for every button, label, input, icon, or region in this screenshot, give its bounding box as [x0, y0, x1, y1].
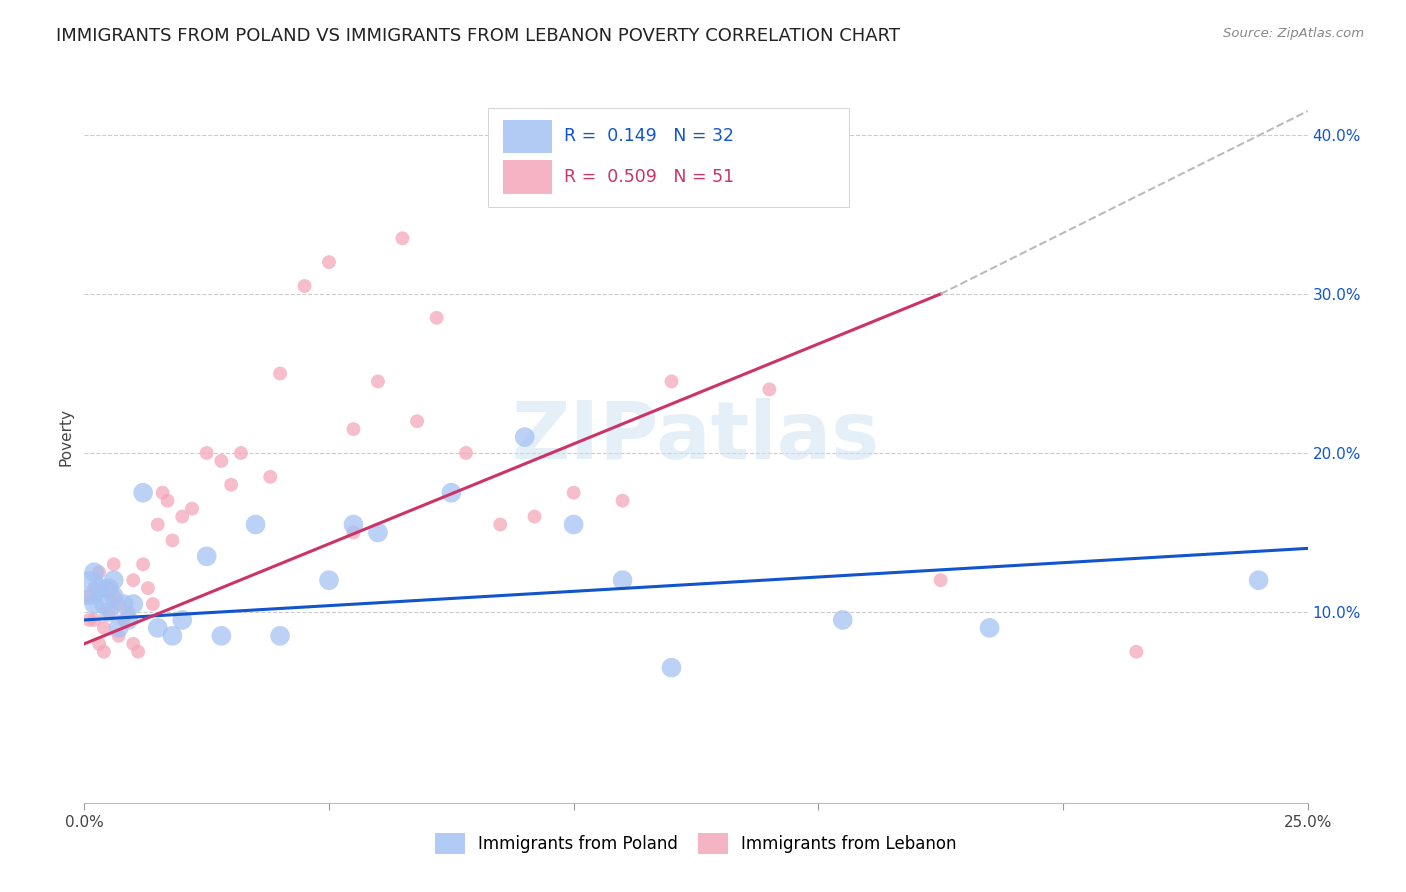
- Point: [406, 414, 429, 428]
- Point: [440, 485, 463, 500]
- Point: [172, 613, 194, 627]
- Legend: Immigrants from Poland, Immigrants from Lebanon: Immigrants from Poland, Immigrants from …: [429, 827, 963, 860]
- Point: [97, 581, 120, 595]
- Point: [562, 485, 585, 500]
- Point: [294, 279, 316, 293]
- Point: [661, 660, 683, 674]
- Point: [162, 533, 184, 548]
- Point: [93, 597, 115, 611]
- Point: [562, 517, 585, 532]
- Point: [1247, 573, 1270, 587]
- Point: [117, 605, 139, 619]
- Point: [132, 485, 155, 500]
- Point: [93, 621, 115, 635]
- Point: [97, 581, 120, 595]
- Text: IMMIGRANTS FROM POLAND VS IMMIGRANTS FROM LEBANON POVERTY CORRELATION CHART: IMMIGRANTS FROM POLAND VS IMMIGRANTS FRO…: [56, 27, 900, 45]
- Point: [103, 573, 125, 587]
- Point: [142, 597, 165, 611]
- Point: [97, 605, 120, 619]
- Point: [122, 573, 145, 587]
- Point: [132, 558, 155, 572]
- Text: ZIPatlas: ZIPatlas: [512, 398, 880, 476]
- Point: [87, 637, 110, 651]
- Point: [318, 255, 340, 269]
- Point: [318, 573, 340, 587]
- Point: [103, 558, 125, 572]
- Point: [146, 621, 169, 635]
- Point: [181, 501, 204, 516]
- Point: [97, 605, 120, 619]
- Point: [162, 629, 184, 643]
- Point: [83, 597, 105, 611]
- Point: [269, 367, 291, 381]
- Point: [195, 549, 218, 564]
- Point: [77, 581, 100, 595]
- Point: [146, 517, 169, 532]
- Point: [209, 454, 232, 468]
- Point: [127, 645, 149, 659]
- Point: [513, 430, 536, 444]
- Point: [612, 573, 634, 587]
- Point: [117, 613, 139, 627]
- Point: [391, 231, 413, 245]
- Point: [831, 613, 853, 627]
- Point: [103, 589, 125, 603]
- Point: [87, 566, 110, 580]
- Point: [342, 525, 364, 540]
- Point: [156, 493, 179, 508]
- Point: [661, 375, 683, 389]
- Point: [426, 310, 449, 325]
- Point: [929, 573, 952, 587]
- Point: [77, 589, 100, 603]
- Point: [229, 446, 252, 460]
- Point: [107, 621, 129, 635]
- Point: [342, 517, 364, 532]
- Point: [172, 509, 194, 524]
- Point: [454, 446, 477, 460]
- Point: [93, 645, 115, 659]
- Point: [758, 383, 780, 397]
- FancyBboxPatch shape: [488, 108, 849, 207]
- Point: [195, 446, 218, 460]
- Bar: [503, 120, 551, 153]
- Point: [979, 621, 1001, 635]
- Text: R =  0.149   N = 32: R = 0.149 N = 32: [564, 128, 734, 145]
- Point: [136, 581, 159, 595]
- Point: [152, 485, 174, 500]
- Point: [83, 613, 105, 627]
- Point: [209, 629, 232, 643]
- Point: [112, 613, 135, 627]
- Point: [245, 517, 267, 532]
- Point: [219, 477, 242, 491]
- Bar: [503, 160, 551, 194]
- Point: [83, 566, 105, 580]
- Point: [103, 589, 125, 603]
- Point: [122, 597, 145, 611]
- Point: [107, 597, 129, 611]
- Point: [87, 581, 110, 595]
- Point: [367, 525, 389, 540]
- Point: [489, 517, 512, 532]
- Point: [112, 597, 135, 611]
- Text: Source: ZipAtlas.com: Source: ZipAtlas.com: [1223, 27, 1364, 40]
- Point: [523, 509, 546, 524]
- Point: [259, 470, 281, 484]
- Point: [83, 581, 105, 595]
- Point: [122, 637, 145, 651]
- Point: [367, 375, 389, 389]
- Point: [342, 422, 364, 436]
- Point: [107, 629, 129, 643]
- Text: R =  0.509   N = 51: R = 0.509 N = 51: [564, 168, 734, 186]
- Point: [269, 629, 291, 643]
- Point: [612, 493, 634, 508]
- Point: [77, 613, 100, 627]
- Point: [1125, 645, 1147, 659]
- Y-axis label: Poverty: Poverty: [58, 408, 73, 467]
